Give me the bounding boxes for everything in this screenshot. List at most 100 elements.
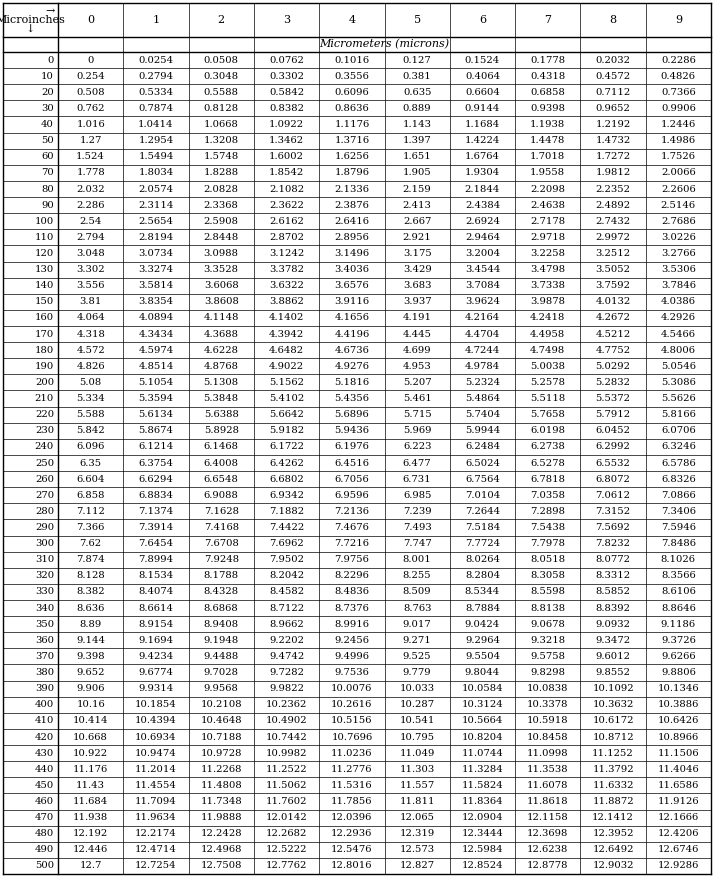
- Text: 4.4704: 4.4704: [465, 330, 500, 339]
- Text: 330: 330: [35, 588, 54, 596]
- Text: 1.8796: 1.8796: [334, 168, 369, 177]
- Text: 3.8354: 3.8354: [139, 297, 174, 306]
- Text: 10.2362: 10.2362: [266, 700, 307, 709]
- Text: 3.9116: 3.9116: [334, 297, 369, 306]
- Text: 3.0734: 3.0734: [139, 249, 174, 258]
- Text: 12.9032: 12.9032: [593, 861, 634, 871]
- Text: 10.3632: 10.3632: [593, 700, 634, 709]
- Text: 6.3246: 6.3246: [661, 442, 695, 452]
- Text: 0.7874: 0.7874: [139, 103, 174, 113]
- Text: 0.2286: 0.2286: [661, 55, 695, 65]
- Text: 10.922: 10.922: [73, 749, 109, 758]
- Text: 12.8016: 12.8016: [331, 861, 373, 871]
- Text: 1.778: 1.778: [76, 168, 105, 177]
- Text: 100: 100: [35, 217, 54, 225]
- Text: 1.651: 1.651: [403, 153, 431, 161]
- Text: 4.9784: 4.9784: [465, 362, 500, 371]
- Text: 6.7564: 6.7564: [465, 474, 500, 483]
- Text: 2.1336: 2.1336: [334, 184, 369, 194]
- Text: 6.6802: 6.6802: [269, 474, 304, 483]
- Text: 3.1496: 3.1496: [334, 249, 369, 258]
- Text: 1.5748: 1.5748: [203, 153, 239, 161]
- Text: 12.5222: 12.5222: [266, 845, 307, 854]
- Text: 2.2098: 2.2098: [531, 184, 565, 194]
- Text: 0.8128: 0.8128: [203, 103, 238, 113]
- Text: 370: 370: [35, 652, 54, 661]
- Text: 5.8674: 5.8674: [139, 426, 174, 435]
- Text: 10.5918: 10.5918: [527, 717, 568, 725]
- Text: 1.905: 1.905: [403, 168, 431, 177]
- Text: 11.1252: 11.1252: [592, 749, 634, 758]
- Text: 1.4478: 1.4478: [530, 136, 565, 146]
- Text: 6.858: 6.858: [76, 491, 105, 500]
- Text: 8.2042: 8.2042: [269, 571, 304, 581]
- Text: 3.556: 3.556: [76, 282, 105, 290]
- Text: 11.2268: 11.2268: [201, 765, 242, 774]
- Text: 12.0142: 12.0142: [266, 813, 308, 822]
- Text: 6.223: 6.223: [403, 442, 431, 452]
- Text: 4.4958: 4.4958: [530, 330, 565, 339]
- Text: 0.5842: 0.5842: [269, 88, 304, 96]
- Text: 12.4714: 12.4714: [135, 845, 177, 854]
- Text: 11.684: 11.684: [73, 797, 109, 806]
- Text: 11.9888: 11.9888: [201, 813, 242, 822]
- Text: 3: 3: [283, 15, 290, 25]
- Text: 6.1214: 6.1214: [139, 442, 174, 452]
- Text: 8.9154: 8.9154: [139, 620, 174, 629]
- Text: 11.4808: 11.4808: [201, 781, 242, 790]
- Text: 9.271: 9.271: [403, 636, 431, 645]
- Text: 0.3302: 0.3302: [269, 72, 304, 81]
- Text: 3.937: 3.937: [403, 297, 431, 306]
- Text: 8.255: 8.255: [403, 571, 431, 581]
- Text: 1.9304: 1.9304: [465, 168, 500, 177]
- Text: 3.0988: 3.0988: [203, 249, 238, 258]
- Text: 440: 440: [34, 765, 54, 774]
- Text: 1.6764: 1.6764: [465, 153, 500, 161]
- Text: 9.4488: 9.4488: [203, 652, 239, 661]
- Text: 420: 420: [35, 732, 54, 741]
- Text: 7.7216: 7.7216: [334, 539, 369, 548]
- Text: 10.541: 10.541: [399, 717, 435, 725]
- Text: 1.2446: 1.2446: [660, 120, 696, 129]
- Text: 11.8364: 11.8364: [462, 797, 503, 806]
- Text: 10.1854: 10.1854: [135, 700, 177, 709]
- Text: 9.144: 9.144: [76, 636, 105, 645]
- Text: 9.9568: 9.9568: [203, 684, 238, 693]
- Text: 60: 60: [41, 153, 54, 161]
- Text: 5.3594: 5.3594: [139, 394, 174, 403]
- Text: 3.6068: 3.6068: [204, 282, 238, 290]
- Text: 11.9126: 11.9126: [658, 797, 699, 806]
- Text: 9.779: 9.779: [403, 668, 431, 677]
- Text: 9.017: 9.017: [403, 620, 431, 629]
- Text: 3.5052: 3.5052: [595, 265, 630, 275]
- Text: Microinches: Microinches: [0, 15, 66, 25]
- Text: 4.318: 4.318: [76, 330, 105, 339]
- Text: 8.5344: 8.5344: [465, 588, 500, 596]
- Text: 12.2682: 12.2682: [266, 830, 307, 838]
- Text: 11.6586: 11.6586: [658, 781, 699, 790]
- Text: 9.9314: 9.9314: [139, 684, 174, 693]
- Text: 9.1694: 9.1694: [139, 636, 174, 645]
- Text: 11.2776: 11.2776: [331, 765, 373, 774]
- Text: 11.303: 11.303: [400, 765, 435, 774]
- Text: 5.1562: 5.1562: [269, 378, 304, 387]
- Text: 0.1524: 0.1524: [465, 55, 500, 65]
- Text: 12.446: 12.446: [73, 845, 109, 854]
- Text: 2.6924: 2.6924: [465, 217, 500, 225]
- Text: 5.6896: 5.6896: [334, 410, 369, 419]
- Text: 7.7978: 7.7978: [531, 539, 565, 548]
- Text: 2.3876: 2.3876: [334, 201, 369, 210]
- Text: 4.6482: 4.6482: [269, 346, 304, 354]
- Text: 6.3754: 6.3754: [139, 459, 174, 467]
- Text: 10.8458: 10.8458: [527, 732, 568, 741]
- Text: 9.3472: 9.3472: [595, 636, 630, 645]
- Text: 5.6642: 5.6642: [269, 410, 304, 419]
- Text: 3.8862: 3.8862: [269, 297, 304, 306]
- Text: 450: 450: [35, 781, 54, 790]
- Text: 11.1506: 11.1506: [658, 749, 699, 758]
- Text: 8.382: 8.382: [76, 588, 105, 596]
- Text: 10.287: 10.287: [400, 700, 435, 709]
- Text: 1.4224: 1.4224: [465, 136, 500, 146]
- Text: 6.7056: 6.7056: [334, 474, 369, 483]
- Text: 5.969: 5.969: [403, 426, 431, 435]
